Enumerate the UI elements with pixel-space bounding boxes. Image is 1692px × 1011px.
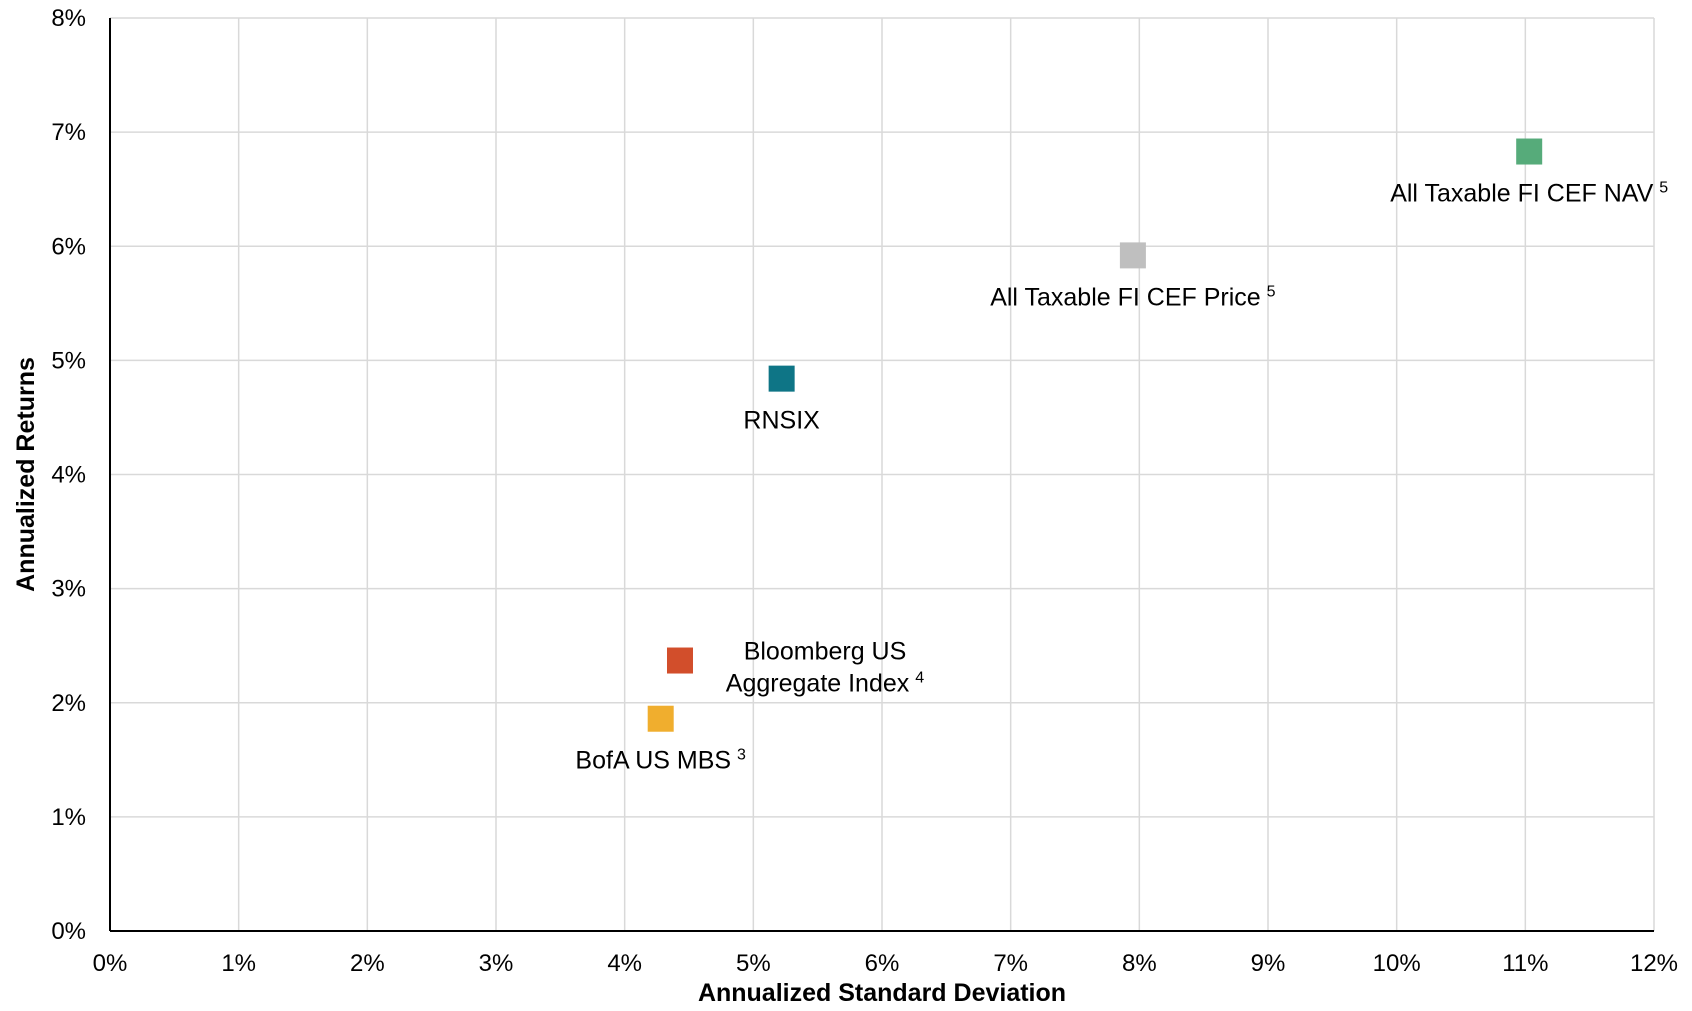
x-tick-label: 8% [1122, 950, 1157, 977]
x-tick-label: 7% [993, 950, 1028, 977]
point-labels: All Taxable FI CEF NAV 5 All Taxable FI CE… [575, 180, 1668, 775]
tick-labels: 0% 1% 2% 3% 4% 5% 6% 7% 8% 9% 10% 11% 12% 0% 1% 2% 3% 4% 5… [51, 5, 1678, 977]
x-tick-label: 12% [1630, 950, 1678, 977]
y-tick-label: 8% [51, 5, 86, 32]
y-axis-title: Annualized Returns [12, 357, 40, 592]
x-tick-label: 1% [221, 950, 256, 977]
y-tick-label: 0% [51, 918, 86, 945]
y-tick-label: 7% [51, 119, 86, 146]
data-point-marker [1516, 138, 1543, 165]
data-point-label: RNSIX [743, 407, 820, 435]
y-tick-label: 1% [51, 804, 86, 831]
x-tick-label: 9% [1251, 950, 1286, 977]
x-tick-label: 10% [1373, 950, 1421, 977]
x-tick-label: 6% [865, 950, 900, 977]
x-tick-label: 0% [93, 950, 128, 977]
data-point-label: All Taxable FI CEF Price 5 [990, 283, 1275, 311]
y-tick-label: 5% [51, 347, 86, 374]
y-tick-label: 6% [51, 233, 86, 260]
x-axis-title: Annualized Standard Deviation [698, 979, 1066, 1007]
x-tick-label: 2% [350, 950, 385, 977]
y-tick-label: 2% [51, 690, 86, 717]
y-tick-label: 4% [51, 462, 86, 489]
x-tick-label: 11% [1502, 950, 1548, 977]
y-tick-label: 3% [51, 576, 86, 603]
data-point-marker [647, 705, 674, 732]
grid-lines [110, 17, 1655, 931]
data-point-marker [768, 365, 795, 392]
data-point-marker [1119, 242, 1146, 269]
data-point-label: BofA US MBS 3 [575, 747, 746, 775]
data-point-label: All Taxable FI CEF NAV 5 [1390, 180, 1668, 208]
data-point-marker [666, 647, 693, 674]
x-tick-label: 5% [736, 950, 771, 977]
data-point-label: Bloomberg US Aggregate Index 4 [726, 638, 924, 698]
axes [109, 18, 1654, 932]
x-tick-label: 4% [607, 950, 642, 977]
data-points [647, 138, 1543, 732]
x-tick-label: 3% [479, 950, 514, 977]
